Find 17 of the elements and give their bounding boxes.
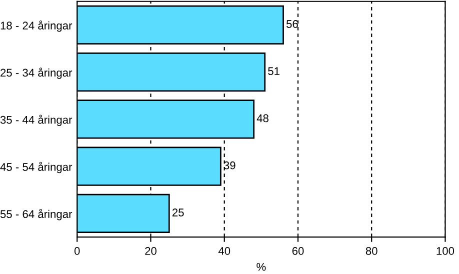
- y-tick-label: 45 - 54 åringar: [0, 162, 72, 174]
- x-tick-label: 40: [218, 247, 230, 255]
- y-tick-label: 35 - 44 åringar: [0, 114, 72, 126]
- x-tick-label: 80: [366, 247, 378, 255]
- y-tick-label: 18 - 24 åringar: [0, 20, 72, 32]
- x-axis-title: %: [256, 262, 266, 271]
- data-label: 56: [286, 20, 298, 28]
- y-tick-label: 25 - 34 åringar: [0, 68, 72, 79]
- data-label: 25: [172, 208, 184, 216]
- data-label: 48: [256, 114, 268, 122]
- x-tick-label: 100: [436, 247, 454, 255]
- x-tick-label: 0: [74, 247, 80, 255]
- x-tick-label: 20: [145, 247, 156, 255]
- data-label: 51: [268, 67, 280, 76]
- y-tick-label: 55 - 64 åringar: [0, 208, 72, 220]
- data-label: 39: [224, 161, 236, 170]
- x-tick-label: 60: [292, 247, 304, 255]
